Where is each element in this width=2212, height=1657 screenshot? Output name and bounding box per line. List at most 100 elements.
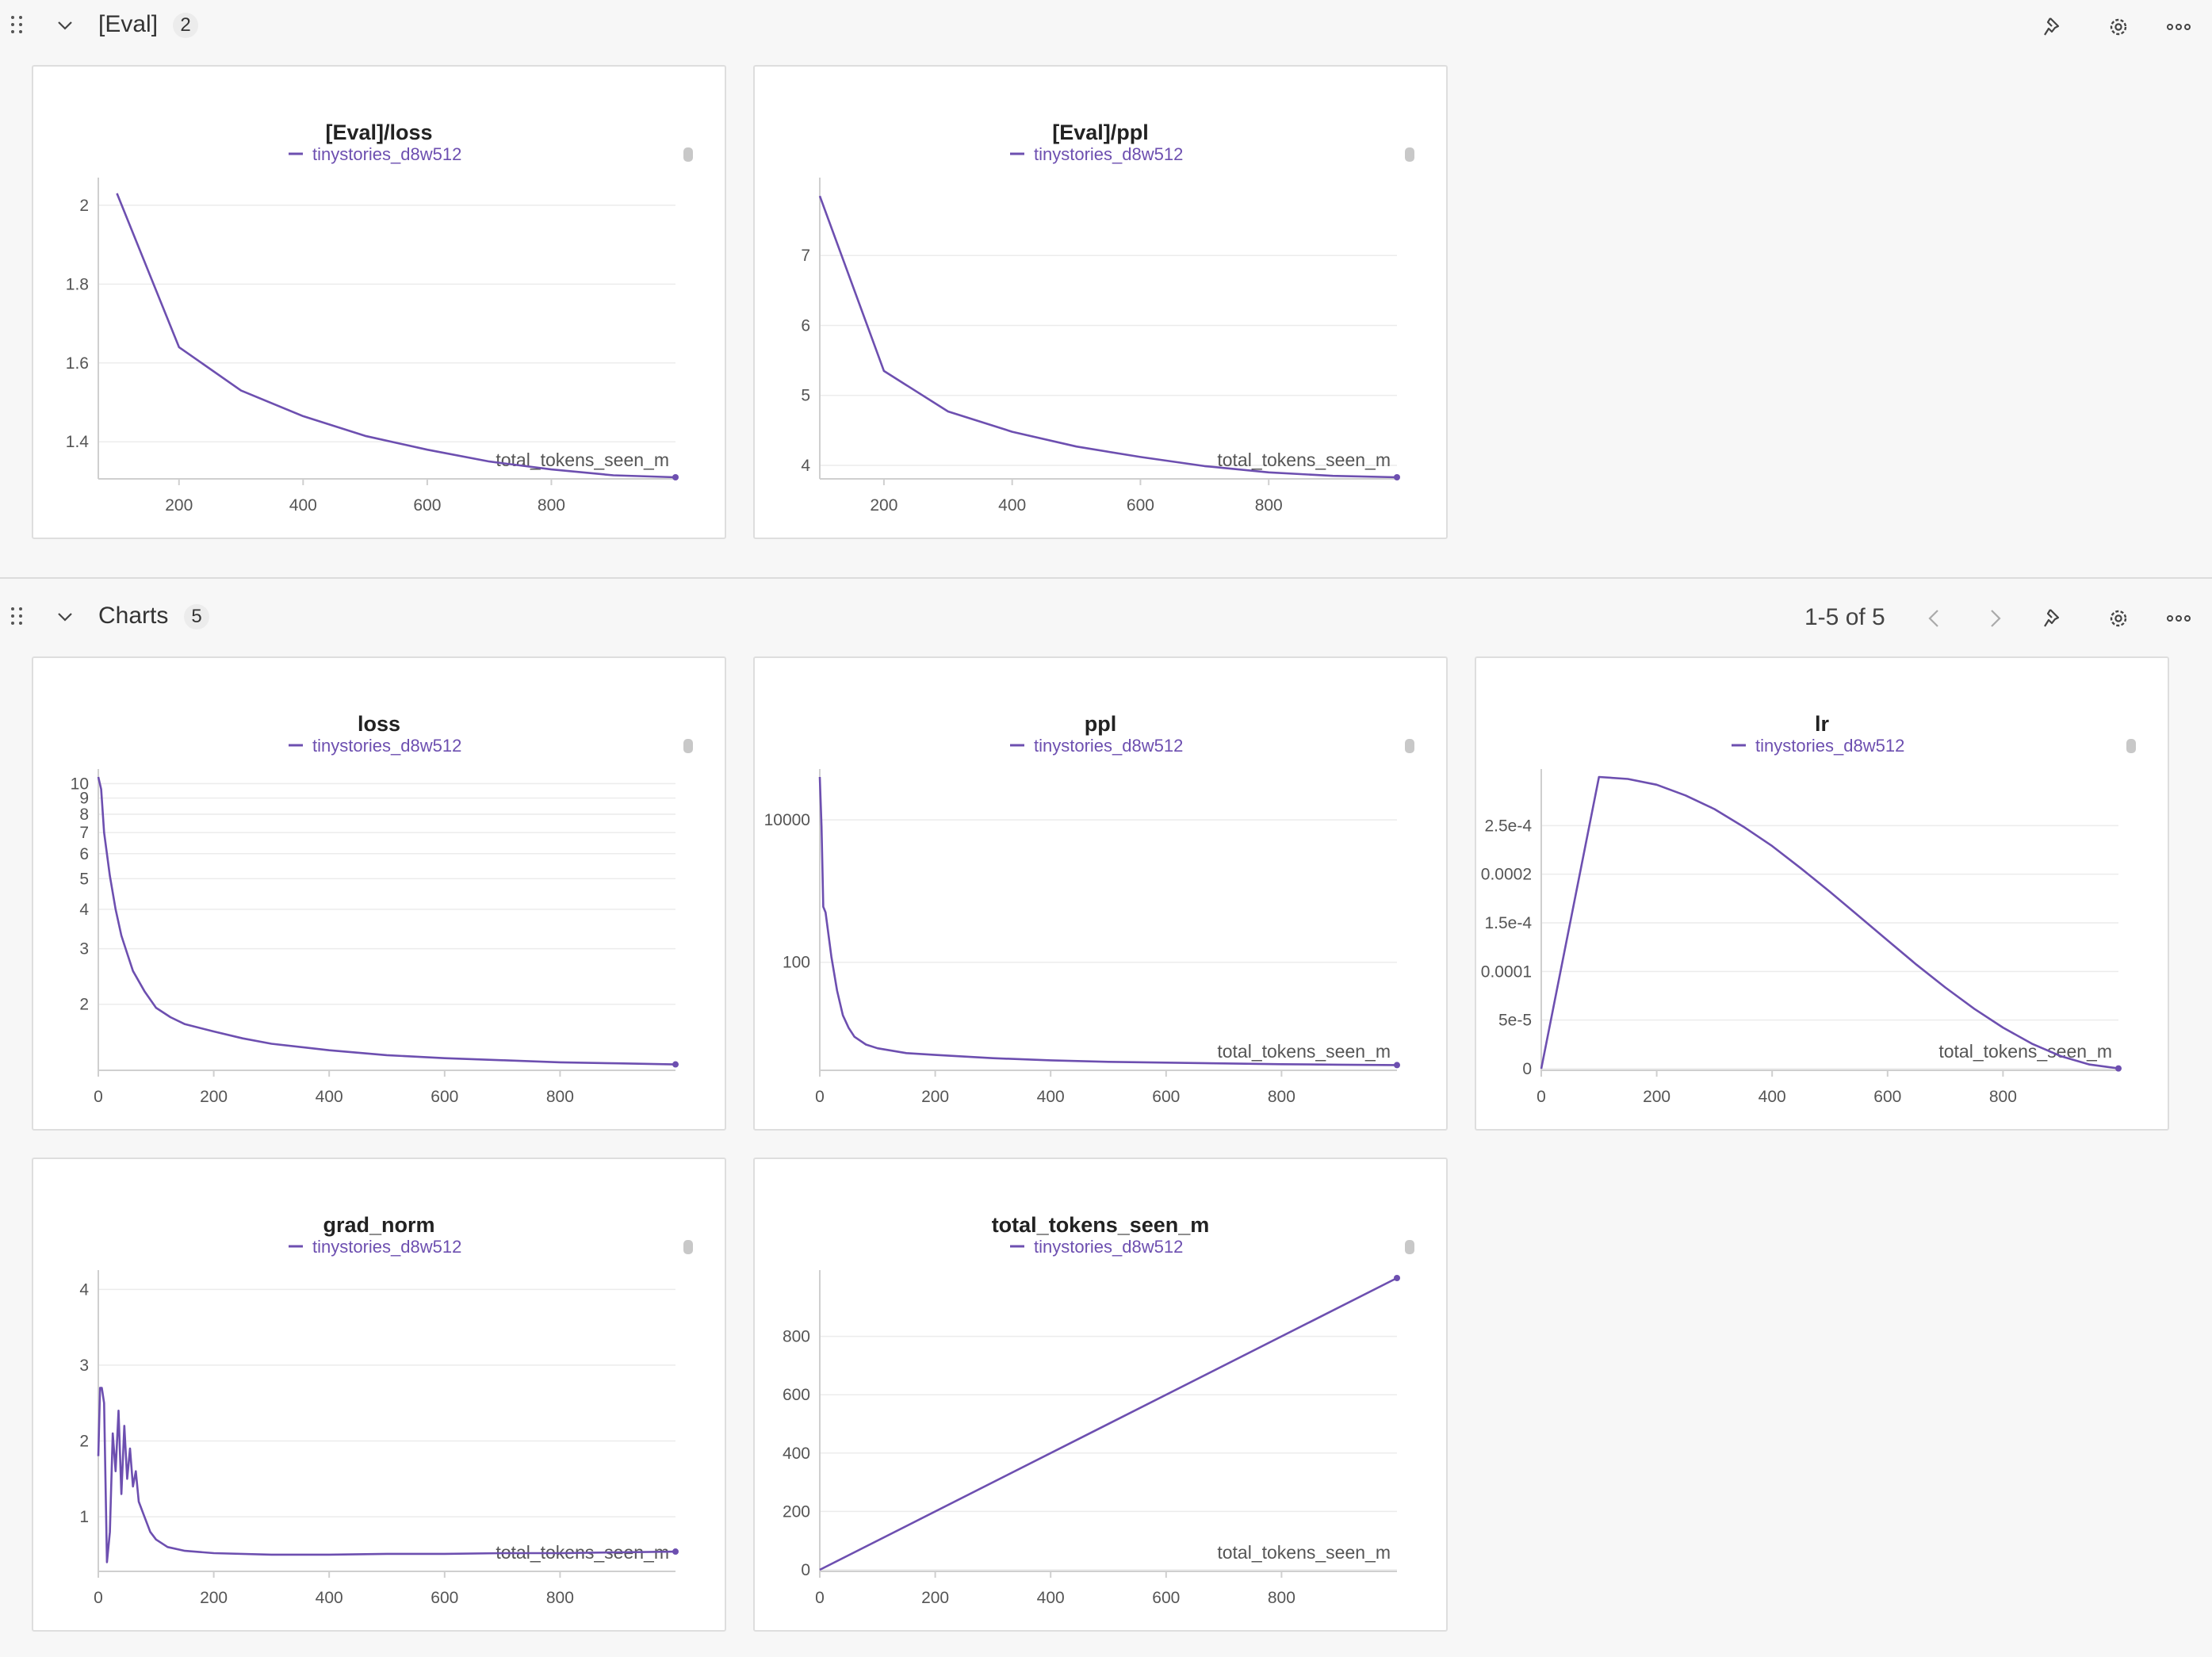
legend-label: tinystories_d8w512 <box>1034 144 1183 164</box>
series-end-point[interactable] <box>672 1061 679 1068</box>
legend-scroll-thumb[interactable] <box>683 1240 693 1254</box>
x-tick-label: 400 <box>1759 1088 1786 1106</box>
x-tick-label: 600 <box>1152 1088 1180 1106</box>
y-tick-label: 3 <box>79 1357 89 1375</box>
legend-scroll-thumb[interactable] <box>1405 147 1414 162</box>
x-tick-label: 800 <box>546 1589 574 1607</box>
legend-label: tinystories_d8w512 <box>312 144 461 164</box>
x-tick-label: 0 <box>815 1589 825 1607</box>
y-tick-label: 7 <box>801 247 810 265</box>
chart-legend[interactable]: tinystories_d8w512 <box>289 144 461 164</box>
y-tick-label: 6 <box>79 845 89 863</box>
x-tick-label: 600 <box>1873 1088 1901 1106</box>
more-icon[interactable] <box>2163 603 2195 634</box>
series-line[interactable] <box>818 776 1398 1066</box>
x-tick-label: 400 <box>998 496 1026 515</box>
chart-legend[interactable]: tinystories_d8w512 <box>1010 144 1183 164</box>
chart-panel-lr[interactable]: lr tinystories_d8w512 0 5e-5 0.0001 1.5e-4 0.0… <box>1475 656 2169 1131</box>
legend-scroll-thumb[interactable] <box>1405 1240 1414 1254</box>
legend-label: tinystories_d8w512 <box>1755 736 1904 756</box>
x-tick-label: 0 <box>1537 1088 1546 1106</box>
chart-panel-ppl[interactable]: ppl tinystories_d8w512 100 10000 0 200 400 600 8… <box>753 656 1448 1131</box>
series-end-point[interactable] <box>2115 1065 2122 1072</box>
chart-title: ppl <box>1085 712 1117 736</box>
series-line[interactable] <box>116 193 676 479</box>
y-tick-label: 1 <box>79 1508 89 1526</box>
chart-title: lr <box>1815 712 1830 736</box>
y-tick-label: 1.6 <box>66 354 89 373</box>
legend-scroll-thumb[interactable] <box>683 739 693 753</box>
y-tick-label: 8 <box>79 806 89 824</box>
x-tick-label: 200 <box>200 1589 228 1607</box>
drag-handle-icon[interactable] <box>11 16 25 36</box>
x-tick-label: 400 <box>316 1589 343 1607</box>
y-tick-label: 1.4 <box>66 433 90 451</box>
chart-panel-loss[interactable]: loss tinystories_d8w512 2 3 4 5 6 7 8 9 10 0 200 400 6… <box>32 656 726 1131</box>
chevron-down-icon[interactable] <box>55 609 75 625</box>
series-line[interactable] <box>97 776 676 1066</box>
x-tick-label: 400 <box>1037 1589 1065 1607</box>
pin-icon[interactable] <box>2038 603 2069 634</box>
y-tick-label: 5e-5 <box>1498 1012 1532 1030</box>
series-end-point[interactable] <box>672 1548 679 1556</box>
y-tick-label: 1.5e-4 <box>1484 914 1532 932</box>
legend-label: tinystories_d8w512 <box>312 1237 461 1257</box>
chart-panel-eval-loss[interactable]: [Eval]/loss tinystories_d8w512 1.4 1.6 1.8 2 2… <box>32 65 726 539</box>
gear-icon[interactable] <box>2103 603 2134 634</box>
section-count-badge: 2 <box>173 13 198 38</box>
chart-legend[interactable]: tinystories_d8w512 <box>289 1237 461 1257</box>
chevron-down-icon[interactable] <box>55 17 75 33</box>
chevron-right-icon[interactable] <box>1979 603 2011 634</box>
y-tick-label: 400 <box>783 1445 810 1463</box>
chart-panel-grad-norm[interactable]: grad_norm tinystories_d8w512 1 2 3 4 0 200 400 60… <box>32 1158 726 1632</box>
chart-legend[interactable]: tinystories_d8w512 <box>289 736 461 756</box>
chart-panel-eval-ppl[interactable]: [Eval]/ppl tinystories_d8w512 4 5 6 7 200 400 60… <box>753 65 1448 539</box>
x-tick-label: 200 <box>921 1088 949 1106</box>
series-end-point[interactable] <box>1394 1062 1400 1069</box>
section-divider <box>0 577 2212 579</box>
series-line[interactable] <box>97 1387 676 1563</box>
legend-scroll-thumb[interactable] <box>683 147 693 162</box>
x-tick-label: 0 <box>815 1088 825 1106</box>
y-tick-label: 0.0001 <box>1481 962 1532 981</box>
series-end-point[interactable] <box>1394 1275 1400 1281</box>
series-line[interactable] <box>1540 775 2119 1070</box>
x-tick-label: 800 <box>546 1088 574 1106</box>
chart-legend[interactable]: tinystories_d8w512 <box>1732 736 1904 756</box>
series-line[interactable] <box>819 1276 1398 1571</box>
x-axis-label: total_tokens_seen_m <box>1217 1542 1391 1563</box>
legend-scroll-thumb[interactable] <box>1405 739 1414 753</box>
chart-legend[interactable]: tinystories_d8w512 <box>1010 1237 1183 1257</box>
series-end-point[interactable] <box>672 474 679 480</box>
chart-title: loss <box>358 712 400 736</box>
gear-icon[interactable] <box>2103 11 2134 43</box>
chevron-left-icon[interactable] <box>1919 603 1950 634</box>
x-tick-label: 200 <box>921 1589 949 1607</box>
more-icon[interactable] <box>2163 11 2195 43</box>
x-tick-label: 600 <box>431 1589 458 1607</box>
legend-scroll-thumb[interactable] <box>2126 739 2136 753</box>
series-line[interactable] <box>818 195 1398 479</box>
y-tick-label: 600 <box>783 1386 810 1404</box>
x-tick-label: 800 <box>538 496 565 515</box>
drag-handle-icon[interactable] <box>11 607 25 628</box>
y-tick-label: 5 <box>79 870 89 888</box>
y-tick-label: 10000 <box>764 811 810 829</box>
chart-legend[interactable]: tinystories_d8w512 <box>1010 736 1183 756</box>
y-tick-label: 0 <box>1522 1060 1532 1078</box>
chart-title: [Eval]/ppl <box>1052 121 1149 144</box>
chart-title: [Eval]/loss <box>325 121 432 144</box>
pin-icon[interactable] <box>2038 11 2069 43</box>
x-tick-label: 200 <box>165 496 193 515</box>
series-end-point[interactable] <box>1394 474 1400 480</box>
x-axis-label: total_tokens_seen_m <box>1938 1041 2112 1062</box>
y-tick-label: 0 <box>801 1561 810 1579</box>
chart-panel-total-tokens[interactable]: total_tokens_seen_m tinystories_d8w512 0 20… <box>753 1158 1448 1632</box>
section-count-badge: 5 <box>184 604 209 630</box>
y-tick-label: 5 <box>801 387 810 405</box>
chart-svg: total_tokens_seen_m tinystories_d8w512 0 20… <box>783 1213 1414 1607</box>
